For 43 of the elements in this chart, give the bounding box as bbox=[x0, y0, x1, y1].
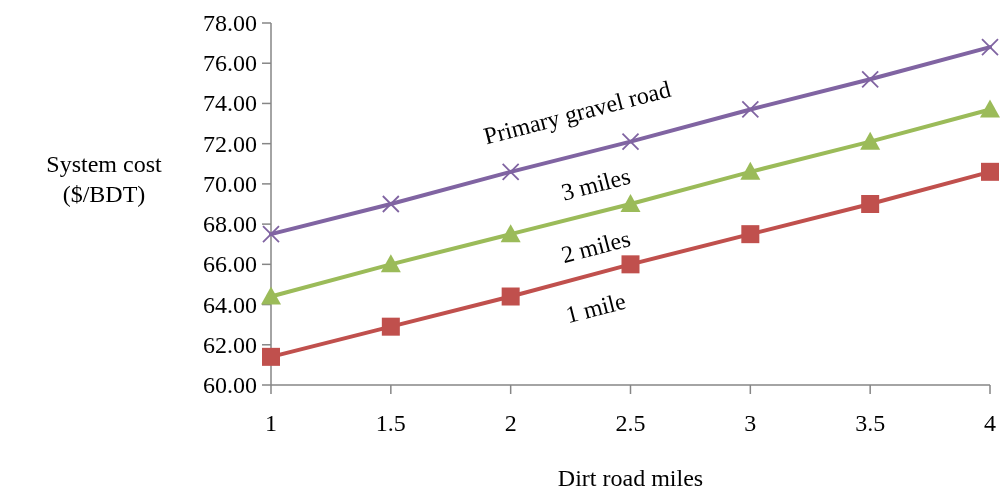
x-tick-label: 3.5 bbox=[855, 410, 886, 436]
point bbox=[262, 347, 280, 366]
x-tick-label: 4 bbox=[984, 410, 996, 436]
x-axis-title: Dirt road miles bbox=[557, 465, 704, 491]
point bbox=[380, 254, 401, 273]
y-tick-label: 64.00 bbox=[203, 291, 257, 318]
annotation: Primary gravel road bbox=[481, 75, 674, 150]
point bbox=[981, 162, 999, 181]
y-tick-label: 78.00 bbox=[203, 10, 257, 36]
point bbox=[621, 132, 640, 151]
point bbox=[860, 131, 881, 150]
y-tick-label: 74.00 bbox=[203, 90, 257, 117]
x-tick-label: 2.5 bbox=[615, 410, 646, 436]
y-tick-label: 62.00 bbox=[203, 331, 257, 358]
point bbox=[261, 286, 281, 305]
point bbox=[861, 70, 880, 89]
point bbox=[741, 225, 760, 244]
x-tick-label: 2 bbox=[504, 410, 517, 436]
y-tick-label: 60.00 bbox=[203, 372, 257, 398]
y-tick-label: 68.00 bbox=[203, 211, 257, 238]
x-tick-label: 3 bbox=[744, 410, 757, 436]
point bbox=[500, 224, 521, 243]
point bbox=[501, 162, 520, 181]
text: 2 miles bbox=[558, 225, 633, 269]
point bbox=[741, 100, 760, 119]
point bbox=[262, 225, 280, 244]
point bbox=[980, 99, 1000, 118]
y-tick-label: 70.00 bbox=[203, 170, 257, 197]
point bbox=[381, 195, 400, 213]
point bbox=[861, 195, 880, 213]
text: 3 miles bbox=[558, 162, 633, 206]
x-tick-label: 1 bbox=[265, 410, 277, 436]
point bbox=[501, 287, 520, 306]
point bbox=[381, 317, 400, 336]
y-tick-label: 72.00 bbox=[203, 130, 257, 157]
y-tick-label: 76.00 bbox=[203, 50, 257, 77]
x-tick-label: 1.5 bbox=[375, 410, 406, 436]
text: 1 mile bbox=[563, 287, 629, 329]
point bbox=[981, 38, 999, 57]
y-axis-title: System cost ($/BDT) bbox=[46, 151, 162, 207]
y-tick-label: 66.00 bbox=[203, 251, 257, 278]
point bbox=[740, 161, 761, 180]
point bbox=[620, 194, 641, 212]
